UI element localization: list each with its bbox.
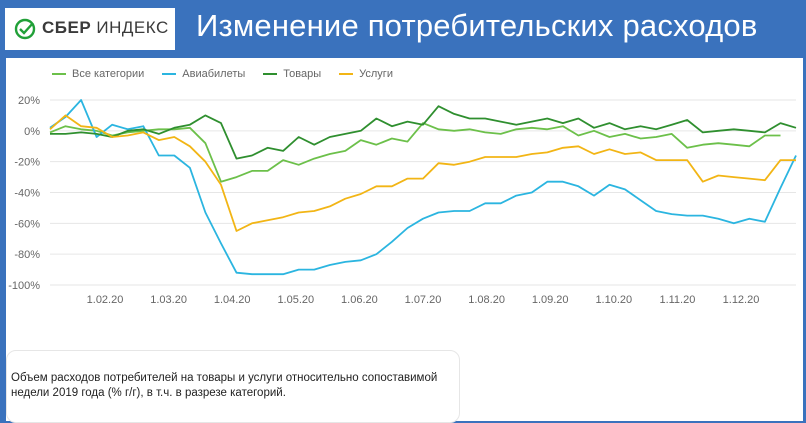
- sber-check-icon: [14, 18, 36, 40]
- series-line-goods: [50, 105, 797, 160]
- logo-text: СБЕР ИНДЕКС: [42, 18, 169, 38]
- caption-box: Объем расходов потребителей на товары и …: [6, 350, 460, 423]
- legend-item-services[interactable]: Услуги: [339, 68, 393, 80]
- legend-label-avia: Авиабилеты: [182, 68, 246, 80]
- y-tick-label: -60%: [14, 218, 40, 230]
- legend-label-services: Услуги: [359, 68, 393, 80]
- page-title: Изменение потребительских расходов: [196, 8, 758, 43]
- x-tick-label: 1.03.20: [150, 294, 187, 306]
- legend-item-all[interactable]: Все категории: [52, 68, 144, 80]
- chart-legend: Все категории Авиабилеты Товары Услуги: [52, 68, 411, 80]
- sber-index-logo: СБЕР ИНДЕКС: [5, 8, 175, 50]
- x-tick-label: 1.09.20: [532, 294, 569, 306]
- x-tick-label: 1.11.20: [659, 294, 695, 306]
- y-tick-label: -80%: [14, 249, 40, 261]
- x-tick-label: 1.07.20: [405, 294, 442, 306]
- series-line-services: [49, 114, 796, 232]
- series-line-all: [49, 122, 781, 183]
- series-line-avia: [49, 99, 797, 276]
- chart-panel: Все категории Авиабилеты Товары Услуги 2…: [6, 58, 803, 423]
- chart-caption: Объем расходов потребителей на товары и …: [11, 372, 438, 399]
- x-tick-label: 1.06.20: [341, 294, 378, 306]
- header-bar: СБЕР ИНДЕКС Изменение потребительских ра…: [0, 0, 806, 58]
- x-tick-label: 1.12.20: [723, 294, 760, 306]
- x-tick-label: 1.10.20: [595, 294, 632, 306]
- logo-text-bold: СБЕР: [42, 18, 92, 37]
- legend-label-all: Все категории: [72, 68, 145, 80]
- y-tick-label: 0%: [24, 126, 40, 138]
- x-tick-label: 1.02.20: [87, 294, 124, 306]
- y-tick-label: -40%: [14, 188, 40, 200]
- legend-item-goods[interactable]: Товары: [263, 68, 321, 80]
- legend-label-goods: Товары: [283, 68, 322, 80]
- y-tick-label: -100%: [8, 280, 40, 292]
- x-tick-label: 1.08.20: [468, 294, 505, 306]
- x-tick-label: 1.05.20: [277, 294, 314, 306]
- y-tick-label: -20%: [14, 157, 40, 169]
- legend-item-avia[interactable]: Авиабилеты: [162, 68, 245, 80]
- legend-swatch-all: [52, 73, 66, 75]
- legend-swatch-avia: [162, 73, 177, 75]
- line-chart: 20% 0% -20% -40% -60% -80% -100% 1.02.20 1.03.20…: [8, 95, 797, 306]
- x-tick-label: 1.04.20: [214, 294, 251, 306]
- y-tick-label: 20%: [18, 95, 40, 107]
- logo-text-regular: ИНДЕКС: [96, 18, 169, 37]
- legend-swatch-goods: [263, 73, 278, 75]
- legend-swatch-services: [339, 73, 354, 75]
